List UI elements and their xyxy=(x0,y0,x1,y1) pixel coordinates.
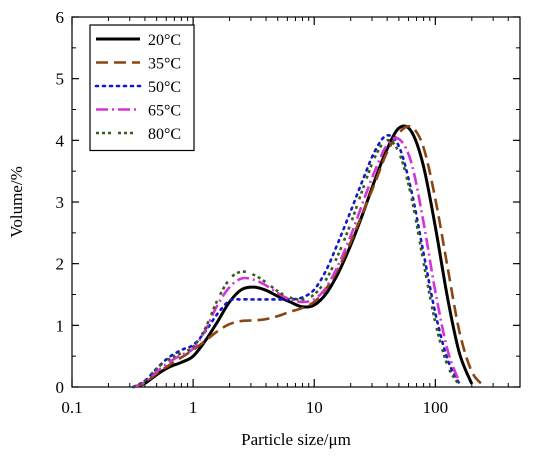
series-line-3 xyxy=(131,133,461,389)
y-tick-label: 4 xyxy=(56,131,65,150)
x-axis-label: Particle size/μm xyxy=(241,430,351,449)
series-line-2 xyxy=(132,124,485,389)
legend-label-1: 20°C xyxy=(148,32,181,49)
legend-box xyxy=(89,24,195,152)
y-tick-label: 1 xyxy=(56,316,65,335)
legend-label-3: 50°C xyxy=(148,79,181,96)
x-tick-label: 10 xyxy=(306,398,323,417)
legend: 20°C 35°C 50°C 65°C 80°C xyxy=(89,24,195,152)
x-tick-label: 0.1 xyxy=(61,398,82,417)
y-axis-label: Volume/% xyxy=(7,166,26,237)
y-tick-label: 0 xyxy=(56,378,65,397)
series-lines xyxy=(131,124,485,389)
x-tick-label: 100 xyxy=(423,398,449,417)
legend-label-5: 80°C xyxy=(148,126,181,143)
legend-label-2: 35°C xyxy=(148,56,181,73)
y-tick-label: 6 xyxy=(56,8,65,27)
x-tick-label: 1 xyxy=(189,398,198,417)
series-line-5 xyxy=(132,138,461,389)
legend-label-4: 65°C xyxy=(148,103,181,120)
y-tick-label: 2 xyxy=(56,255,65,274)
y-tick-label: 5 xyxy=(56,70,65,89)
axis-ticks: 0 1 2 3 4 5 6 0.1 1 10 100 xyxy=(56,8,521,417)
y-tick-label: 3 xyxy=(56,193,65,212)
